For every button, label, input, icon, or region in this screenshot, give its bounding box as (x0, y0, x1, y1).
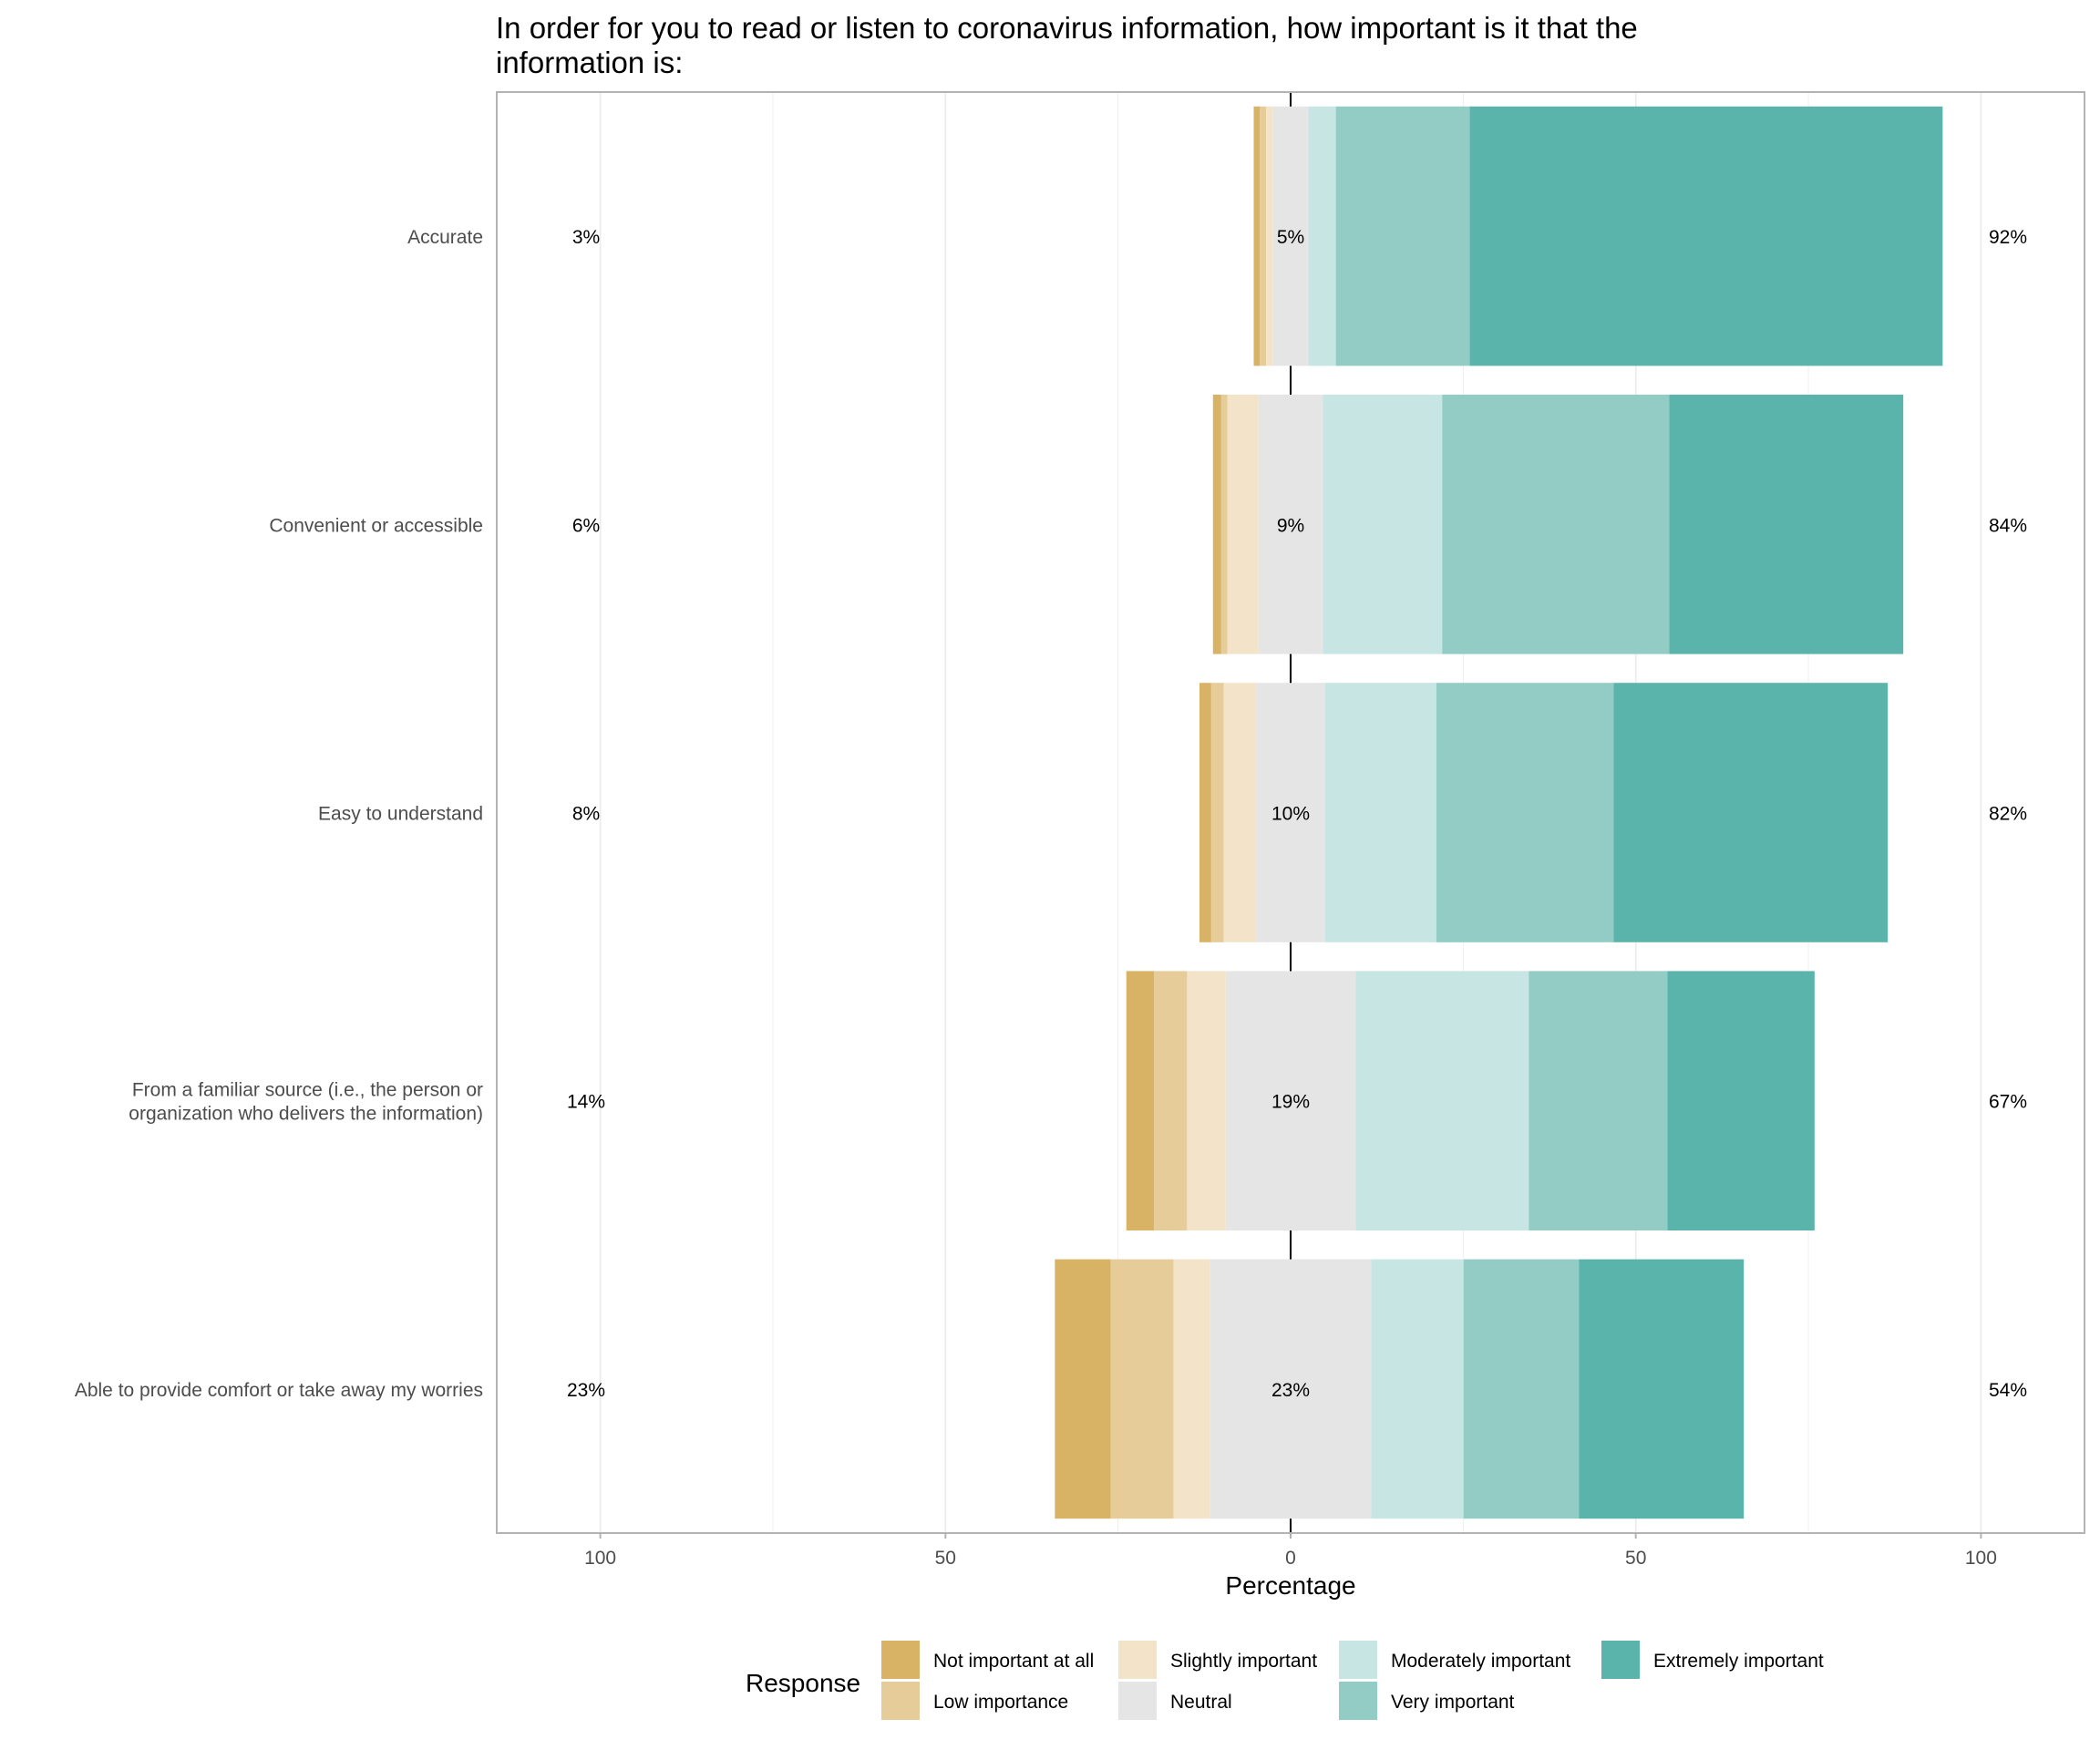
bar-segment (1220, 395, 1228, 654)
bar-segment (1463, 1259, 1580, 1519)
center-percent-label: 5% (1277, 227, 1304, 248)
bars (1055, 106, 1943, 1519)
legend-item: Not important at all (881, 1641, 1094, 1679)
legend-item: Low importance (881, 1682, 1068, 1720)
bar-segment (1613, 683, 1889, 942)
left-percent-label: 8% (572, 804, 600, 825)
x-tick-label: 100 (584, 1548, 616, 1569)
legend-key (1339, 1641, 1377, 1679)
bar-segment (1154, 971, 1188, 1230)
category-label: Convenient or accessible (269, 515, 483, 536)
category-label: Accurate (407, 227, 483, 248)
legend-label: Very important (1391, 1692, 1515, 1713)
legend-label: Slightly important (1170, 1651, 1317, 1672)
left-percent-label: 23% (567, 1380, 605, 1401)
legend-item: Neutral (1118, 1682, 1232, 1720)
center-percent-label: 23% (1271, 1380, 1310, 1401)
chart-title-line: In order for you to read or listen to co… (496, 11, 1638, 45)
x-tick-label: 50 (935, 1548, 956, 1569)
legend-label: Low importance (933, 1692, 1068, 1713)
category-label: Able to provide comfort or take away my … (75, 1380, 483, 1401)
center-percent-label: 10% (1271, 804, 1310, 825)
left-percent-label: 6% (572, 515, 600, 536)
percent-labels: 3% 5% 92% 6% 9% 84% 8% 10% 82% 14% 19% 67% 23% 23% 54% (567, 227, 2027, 1401)
bar-segment (1579, 1259, 1745, 1519)
bar-segment (1469, 106, 1943, 366)
right-percent-label: 92% (1989, 227, 2027, 248)
bar-segment (1442, 395, 1670, 654)
legend: Response Not important at all Low importan… (746, 1641, 1824, 1720)
bar-segment (1110, 1259, 1174, 1519)
category-label: From a familiar source (i.e., the person… (132, 1080, 483, 1101)
chart-title-line: information is: (496, 46, 683, 79)
bar-segment (1227, 395, 1259, 654)
legend-key (1118, 1682, 1157, 1720)
bar-segment (1272, 106, 1309, 366)
y-axis-labels: Accurate Convenient or accessible Easy to … (75, 227, 483, 1401)
x-axis-label: Percentage (1225, 1571, 1355, 1600)
bar-segment (1210, 1259, 1372, 1519)
legend-label: Moderately important (1391, 1651, 1570, 1672)
x-axis-ticks: 100 50 0 50 100 (584, 1533, 1997, 1569)
bar-segment (1253, 106, 1261, 366)
bar-segment (1308, 106, 1336, 366)
chart-title: In order for you to read or listen to co… (496, 11, 1638, 79)
bar-segment (1199, 683, 1211, 942)
left-percent-label: 3% (572, 227, 600, 248)
bar-segment (1187, 971, 1226, 1230)
right-percent-label: 82% (1989, 804, 2027, 825)
right-percent-label: 84% (1989, 515, 2027, 536)
legend-key (881, 1641, 920, 1679)
legend-item: Moderately important (1339, 1641, 1570, 1679)
bar-segment (1667, 971, 1815, 1230)
legend-key (1601, 1641, 1640, 1679)
right-percent-label: 67% (1989, 1092, 2027, 1113)
bar-segment (1669, 395, 1904, 654)
bar-segment (1210, 683, 1224, 942)
legend-label: Neutral (1170, 1692, 1232, 1713)
legend-item: Very important (1339, 1682, 1515, 1720)
bar-segment (1436, 683, 1614, 942)
center-percent-label: 19% (1271, 1092, 1310, 1113)
legend-key (1118, 1641, 1157, 1679)
bar-segment (1260, 106, 1267, 366)
bar-segment (1355, 971, 1529, 1230)
bar-segment (1225, 971, 1356, 1230)
bar-segment (1266, 106, 1273, 366)
legend-item: Extremely important (1601, 1641, 1824, 1679)
legend-title: Response (746, 1669, 860, 1697)
bar-segment (1055, 1259, 1111, 1519)
x-tick-label: 100 (1965, 1548, 1997, 1569)
bar-segment (1212, 395, 1221, 654)
bar-segment (1371, 1259, 1464, 1519)
category-label: organization who delivers the informatio… (129, 1104, 483, 1125)
legend-key (881, 1682, 920, 1720)
bar-segment (1258, 395, 1323, 654)
legend-item: Slightly important (1118, 1641, 1317, 1679)
bar-segment (1323, 395, 1443, 654)
bar-segment (1173, 1259, 1210, 1519)
bar-segment (1529, 971, 1668, 1230)
left-percent-label: 14% (567, 1092, 605, 1113)
bar-segment (1256, 683, 1325, 942)
legend-key (1339, 1682, 1377, 1720)
x-tick-label: 0 (1285, 1548, 1296, 1569)
category-label: Easy to understand (318, 804, 483, 825)
legend-label: Not important at all (933, 1651, 1094, 1672)
bar-segment (1126, 971, 1155, 1230)
x-tick-label: 50 (1625, 1548, 1646, 1569)
bar-segment (1324, 683, 1436, 942)
right-percent-label: 54% (1989, 1380, 2027, 1401)
legend-label: Extremely important (1653, 1651, 1824, 1672)
center-percent-label: 9% (1277, 515, 1304, 536)
bar-segment (1335, 106, 1470, 366)
bar-segment (1223, 683, 1257, 942)
